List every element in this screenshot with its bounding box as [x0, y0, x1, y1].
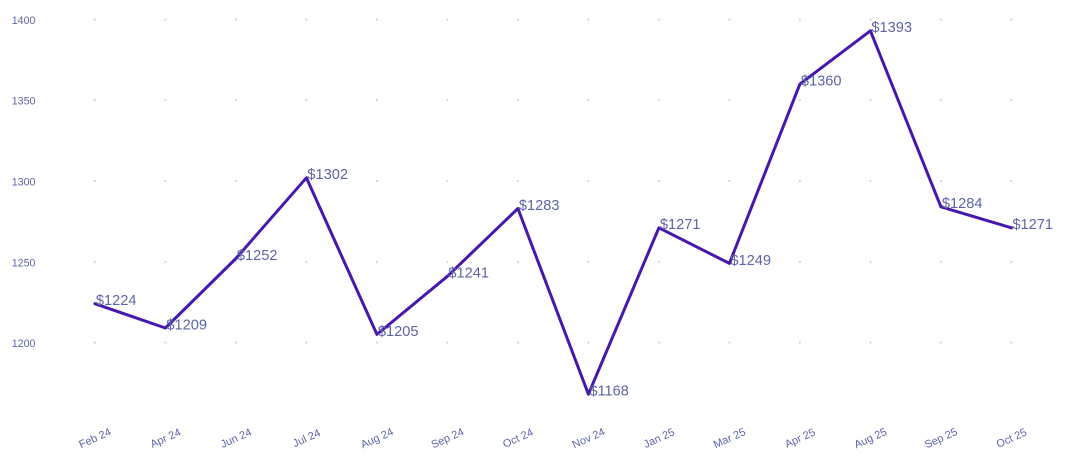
- svg-text:$1205: $1205: [378, 324, 419, 340]
- svg-text:$1271: $1271: [1012, 217, 1053, 233]
- svg-text:$1209: $1209: [166, 317, 207, 333]
- svg-text:$1249: $1249: [730, 253, 771, 269]
- svg-text:$1393: $1393: [871, 20, 912, 36]
- svg-text:$1302: $1302: [307, 167, 348, 183]
- svg-text:1350: 1350: [12, 96, 36, 108]
- svg-text:$1168: $1168: [589, 384, 629, 400]
- svg-text:1250: 1250: [12, 257, 36, 269]
- svg-text:$1284: $1284: [942, 196, 983, 212]
- svg-text:$1271: $1271: [660, 217, 701, 233]
- svg-text:$1252: $1252: [237, 248, 278, 264]
- svg-text:1300: 1300: [12, 177, 36, 189]
- svg-text:1400: 1400: [12, 15, 36, 27]
- svg-text:$1360: $1360: [801, 74, 842, 90]
- svg-text:$1283: $1283: [519, 198, 560, 214]
- svg-text:1200: 1200: [12, 338, 36, 350]
- svg-text:$1241: $1241: [448, 266, 489, 282]
- svg-text:$1224: $1224: [96, 293, 137, 309]
